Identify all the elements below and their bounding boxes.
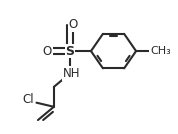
Text: O: O — [69, 18, 78, 31]
Text: CH₃: CH₃ — [150, 46, 171, 56]
Text: S: S — [65, 45, 74, 58]
Text: O: O — [43, 45, 52, 58]
Text: Cl: Cl — [22, 93, 34, 106]
Text: NH: NH — [63, 67, 80, 80]
